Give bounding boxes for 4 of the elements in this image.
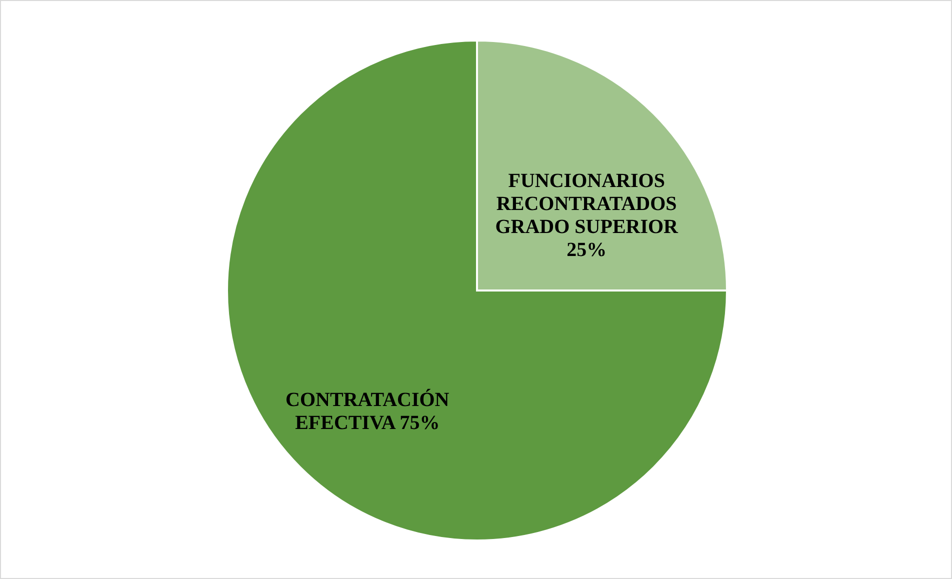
slice-label: CONTRATACIÓN EFECTIVA 75% <box>286 388 450 434</box>
slice-label: FUNCIONARIOS RECONTRATADOS GRADO SUPERIOR <box>495 170 679 238</box>
data-label: 25% <box>566 238 607 261</box>
pie-slice <box>226 40 728 542</box>
